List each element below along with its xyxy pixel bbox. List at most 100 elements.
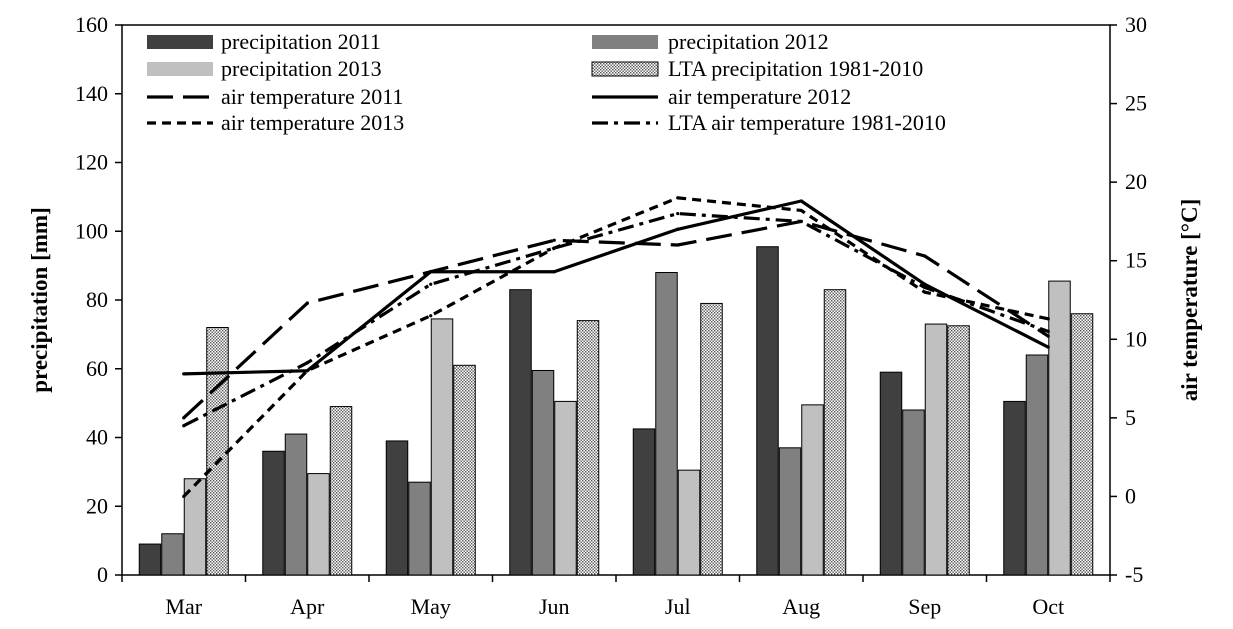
- bar-lta-precipitation-1981-2010-oct: [1070, 313, 1094, 576]
- point-air-temperature-2013-may: [429, 314, 433, 318]
- point-air-temperature-2013-mar: [182, 494, 186, 499]
- legend-swatch: [591, 61, 659, 77]
- bar-precipitation-2012-mar: [161, 533, 184, 576]
- point-lta-air-temperature-1981-2010-jun: [552, 246, 556, 250]
- legend-item-precipitation-2012: precipitation 2012: [592, 29, 829, 54]
- legend-label: air temperature 2013: [221, 110, 404, 135]
- y-tick-label: 60: [86, 356, 108, 381]
- line-air-temperature-2011: [182, 219, 1050, 420]
- legend-label: air temperature 2011: [221, 84, 403, 109]
- bar-precipitation-2012-jun: [531, 369, 555, 576]
- y-tick-label: 80: [86, 287, 108, 312]
- bar-lta-precipitation-1981-2010-sep: [947, 325, 970, 576]
- legend-label: LTA precipitation 1981-2010: [668, 56, 923, 81]
- x-tick-label-mar: Mar: [165, 594, 202, 619]
- x-tick-label-oct: Oct: [1032, 594, 1064, 619]
- point-air-temperature-2011-oct: [1046, 334, 1050, 338]
- y-tick-label: 0: [97, 562, 108, 587]
- legend-item-precipitation-2011: precipitation 2011: [147, 29, 381, 54]
- point-air-temperature-2012-may: [429, 270, 433, 274]
- bar-precipitation-2012-jul: [655, 272, 678, 576]
- bar-precipitation-2012-apr: [284, 433, 308, 576]
- y-tick-label: 160: [75, 12, 108, 37]
- bar-lta-precipitation-1981-2010-aug: [823, 289, 847, 576]
- point-air-temperature-2012-sep: [923, 282, 927, 286]
- y2-tick-label: 10: [1125, 326, 1147, 351]
- bar-precipitation-2012-may: [408, 481, 431, 576]
- bar-precipitation-2011-oct: [1003, 400, 1026, 576]
- bar-lta-precipitation-1981-2010-apr: [329, 406, 353, 576]
- legend-swatch: [147, 62, 213, 76]
- bar-precipitation-2013-apr: [307, 473, 330, 576]
- y-axis-title: precipitation [mm]: [27, 207, 52, 392]
- point-lta-air-temperature-1981-2010-sep: [923, 285, 927, 290]
- x-tick-label-jun: Jun: [539, 594, 570, 619]
- line-air-temperature-2013: [182, 196, 1049, 498]
- legend: precipitation 2011 precipitation 2012 prec…: [147, 29, 946, 135]
- point-air-temperature-2013-sep: [923, 290, 927, 294]
- bar-precipitation-2013-jul: [677, 469, 701, 576]
- x-tick-label-apr: Apr: [290, 594, 325, 619]
- point-air-temperature-2011-mar: [182, 416, 186, 420]
- legend-label: precipitation 2013: [221, 56, 382, 81]
- y2-tick-label: 20: [1125, 169, 1147, 194]
- bar-precipitation-2013-jun: [554, 400, 577, 576]
- legend-item-air-temperature-2012: air temperature 2012: [592, 84, 851, 109]
- point-lta-air-temperature-1981-2010-apr: [305, 361, 309, 365]
- bar-precipitation-2013-oct: [1048, 280, 1071, 576]
- point-air-temperature-2013-apr: [305, 369, 309, 373]
- y-tick-label: 120: [75, 150, 108, 175]
- point-air-temperature-2013-jul: [676, 196, 680, 200]
- bar-precipitation-2011-mar: [138, 543, 162, 576]
- point-air-temperature-2012-jun: [552, 270, 556, 274]
- legend-item-air-temperature-2013: air temperature 2013: [147, 110, 404, 135]
- bar-group: [138, 246, 1094, 576]
- legend-label: precipitation 2012: [668, 29, 829, 54]
- y-tick-label: 40: [86, 425, 108, 450]
- x-tick-label-aug: Aug: [782, 594, 820, 619]
- point-air-temperature-2012-jul: [676, 227, 680, 231]
- y2-tick-label: 25: [1125, 91, 1147, 116]
- legend-item-precipitation-2013: precipitation 2013: [147, 56, 382, 81]
- y2-tick-label: -5: [1125, 562, 1143, 587]
- point-air-temperature-2012-aug: [799, 199, 803, 203]
- y-tick-label: 100: [75, 218, 108, 243]
- y-tick-label: 20: [86, 493, 108, 518]
- legend-item-air-temperature-2011: air temperature 2011: [147, 84, 403, 109]
- point-air-temperature-2011-jun: [552, 238, 556, 242]
- axes: 0 20 40 60 80 100 120 140 160 -5 0 5 10 15 20 25 30 Mar Ap…: [27, 12, 1202, 619]
- bar-precipitation-2011-aug: [756, 246, 779, 576]
- bar-precipitation-2013-sep: [924, 323, 948, 576]
- y2-tick-label: 0: [1125, 483, 1136, 508]
- legend-label: air temperature 2012: [668, 84, 851, 109]
- y2-tick-label: 5: [1125, 405, 1136, 430]
- legend-item-lta-precipitation-1981-2010: LTA precipitation 1981-2010: [591, 56, 923, 81]
- legend-swatch: [592, 35, 658, 49]
- y2-tick-label: 15: [1125, 248, 1147, 273]
- legend-item-lta-air-temperature-1981-2010: LTA air temperature 1981-2010: [592, 110, 946, 135]
- bar-precipitation-2013-may: [430, 318, 454, 576]
- bar-lta-precipitation-1981-2010-may: [453, 364, 476, 576]
- bar-lta-precipitation-1981-2010-mar: [206, 327, 229, 576]
- bar-precipitation-2011-may: [385, 440, 409, 576]
- bar-precipitation-2012-aug: [778, 447, 802, 576]
- bar-precipitation-2013-mar: [183, 478, 207, 576]
- legend-swatch: [147, 35, 213, 49]
- point-lta-air-temperature-1981-2010-may: [429, 282, 433, 286]
- point-air-temperature-2012-oct: [1046, 345, 1050, 349]
- point-air-temperature-2013-aug: [799, 208, 803, 213]
- point-lta-air-temperature-1981-2010-jul: [676, 211, 680, 216]
- bar-precipitation-2011-jul: [632, 428, 656, 576]
- point-air-temperature-2011-jul: [676, 243, 680, 247]
- bar-lta-precipitation-1981-2010-jun: [576, 320, 600, 576]
- point-air-temperature-2013-oct: [1046, 317, 1050, 321]
- bar-precipitation-2013-aug: [801, 404, 824, 576]
- legend-label: precipitation 2011: [221, 29, 381, 54]
- x-tick-label-jul: Jul: [665, 594, 691, 619]
- point-lta-air-temperature-1981-2010-aug: [799, 219, 803, 224]
- x-tick-label-sep: Sep: [908, 594, 941, 619]
- point-air-temperature-2011-apr: [305, 301, 309, 305]
- point-lta-air-temperature-1981-2010-oct: [1046, 329, 1050, 334]
- x-tick-label-may: May: [411, 594, 451, 619]
